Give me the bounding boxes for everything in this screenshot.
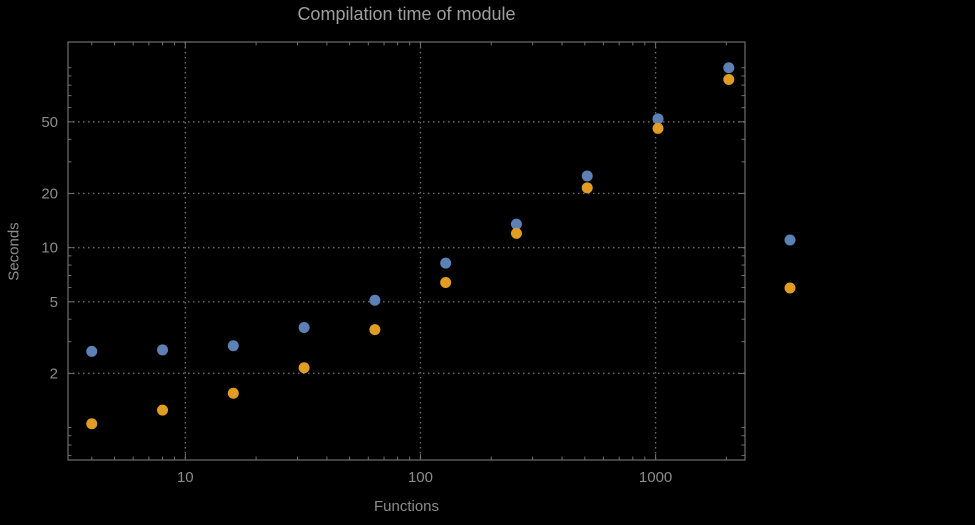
data-point-orange [723, 74, 735, 86]
data-point-blue [581, 170, 593, 182]
data-point-orange [652, 122, 664, 134]
legend-marker-blue [784, 234, 796, 246]
x-tick-label: 1000 [639, 469, 672, 486]
data-point-blue [440, 257, 452, 269]
data-point-orange [86, 418, 98, 430]
data-point-orange [369, 324, 381, 336]
data-point-blue [369, 294, 381, 306]
y-tick-label: 10 [41, 240, 58, 257]
x-tick-label: 100 [408, 469, 433, 486]
y-tick-label: 50 [41, 114, 58, 131]
x-axis-label: Functions [373, 498, 440, 515]
data-point-blue [298, 321, 310, 333]
data-point-blue [652, 113, 664, 125]
legend-marker-orange [784, 282, 796, 294]
data-point-blue [723, 62, 735, 74]
plot-frame [67, 41, 746, 461]
data-point-orange [440, 277, 452, 289]
data-point-orange [157, 404, 169, 416]
y-tick-label: 20 [41, 185, 58, 202]
data-point-blue [157, 344, 169, 356]
data-point-orange [298, 362, 310, 374]
data-point-orange [227, 387, 239, 399]
data-point-orange [510, 227, 522, 239]
data-point-orange [581, 182, 593, 194]
x-tick-label: 10 [177, 469, 194, 486]
chart-title: Compilation time of module [297, 4, 516, 24]
data-point-blue [86, 345, 98, 357]
y-tick-label: 5 [50, 294, 58, 311]
y-tick-label: 2 [50, 365, 58, 382]
data-point-blue [227, 340, 239, 352]
y-axis-label: Seconds [5, 222, 23, 281]
data-point-blue [510, 218, 522, 230]
